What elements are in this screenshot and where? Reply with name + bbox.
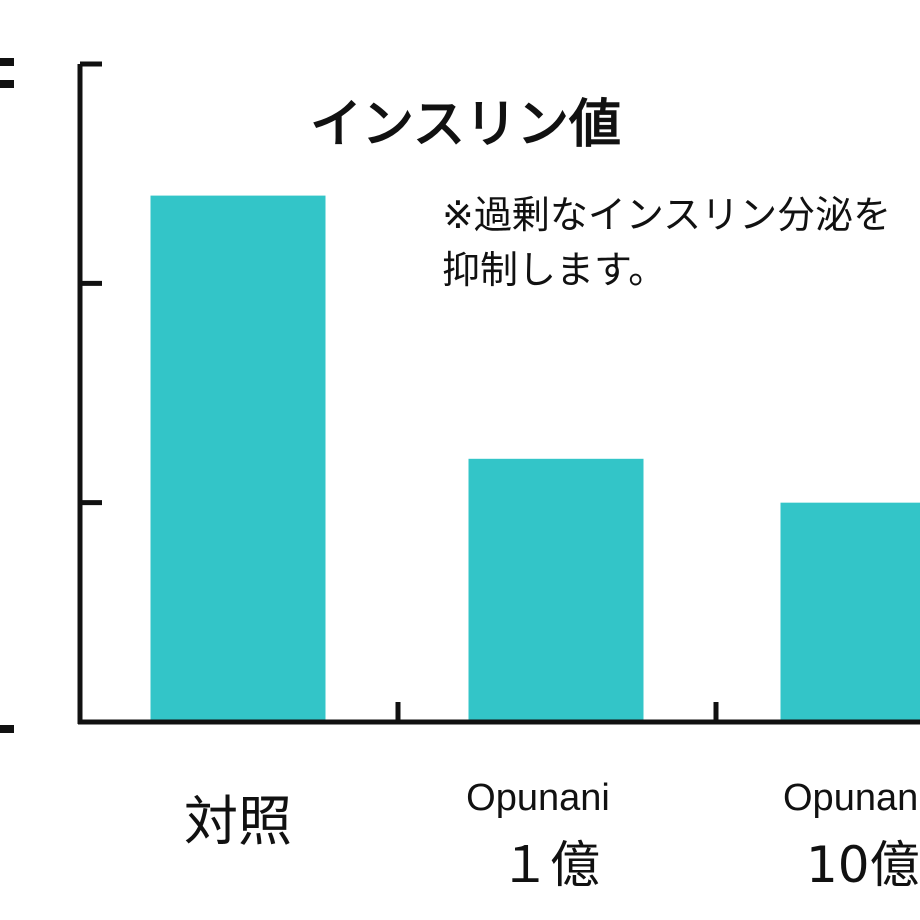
chart-title: インスリン値	[310, 95, 621, 155]
x-tick-label-opunani-10-line1: Opunani	[783, 777, 920, 819]
chart-annotation-line-2: 抑制します。	[442, 248, 666, 292]
edge-tick-fragment	[0, 58, 14, 66]
edge-tick-fragment	[0, 80, 14, 88]
bar-2	[780, 502, 920, 722]
chart-annotation-line-1: ※過剰なインスリン分泌を	[442, 193, 891, 237]
x-tick-label-opunani-1-line1: Opunani	[466, 777, 610, 819]
x-ticks	[395, 702, 719, 722]
x-tick-label-opunani-1-line2: １億	[500, 836, 600, 894]
bars-layer	[150, 195, 920, 723]
bar-0	[150, 195, 326, 723]
edge-tick-fragment	[0, 725, 14, 733]
y-ticks	[80, 61, 102, 725]
x-tick-label-control: 対照	[184, 790, 292, 853]
x-tick-label-opunani-10-line2: 10億	[806, 836, 920, 894]
bar-1	[468, 458, 644, 722]
